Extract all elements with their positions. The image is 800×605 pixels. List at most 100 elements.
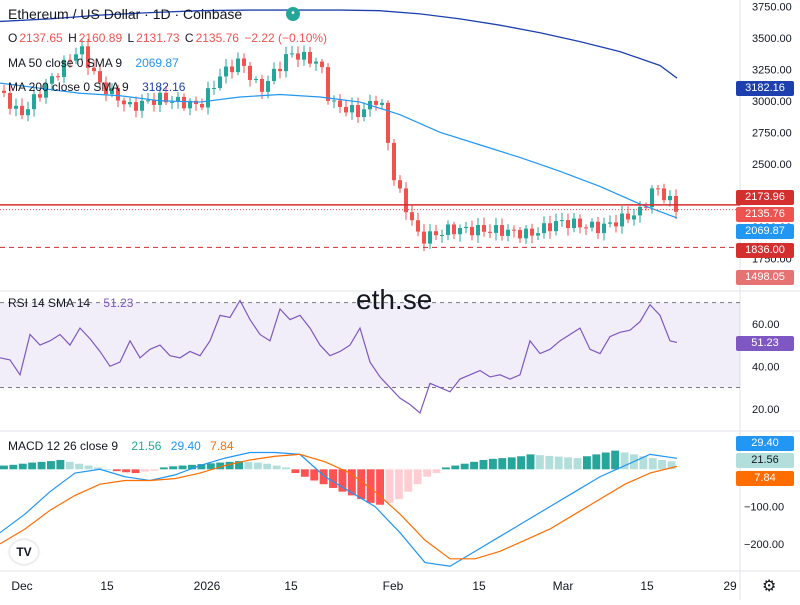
macd-histogram-bar: [47, 461, 55, 470]
info-icon[interactable]: •: [286, 7, 300, 21]
ma50-line: [0, 82, 678, 219]
candle-body: [506, 229, 510, 236]
macd-histogram-bar: [517, 456, 526, 470]
candle-body: [104, 82, 108, 95]
price-tick-label: 3250.00: [752, 64, 792, 76]
macd-histogram-bar: [460, 463, 469, 470]
price-tick-label: 2750.00: [752, 127, 792, 139]
macd-histogram-bar: [18, 463, 27, 470]
close-value: 2135.76: [195, 31, 239, 45]
candle-body: [662, 188, 666, 201]
rsi-tick-label: 60.00: [752, 319, 780, 331]
time-axis-label: 2026: [194, 579, 221, 593]
macd-histogram-bar: [0, 465, 8, 470]
chart-title: Ethereum / US Dollar · 1D · Coinbase: [8, 6, 243, 22]
candle-body: [668, 195, 672, 201]
ma200-label: MA 200 close 0 SMA 9: [8, 80, 129, 94]
candle-body: [314, 61, 318, 64]
time-axis-label: Dec: [11, 579, 32, 593]
ma50-label: MA 50 close 0 SMA 9: [8, 56, 123, 70]
macd-histogram-bar: [197, 464, 206, 470]
macd-histogram-bar: [488, 458, 497, 470]
rsi-tick-label: 20.00: [752, 404, 780, 416]
ma200-line: [0, 9, 678, 79]
candle-body: [638, 206, 642, 216]
candle-body: [452, 224, 456, 235]
macd-histogram-bar: [423, 469, 432, 477]
candle-body: [500, 225, 504, 236]
candle-body: [470, 226, 474, 236]
candle-body: [182, 96, 186, 109]
candle-body: [362, 109, 366, 118]
rsi-legend[interactable]: RSI 14 SMA 14 51.23: [8, 296, 135, 310]
macd-histogram-bar: [28, 462, 37, 470]
time-axis-label: 29: [723, 579, 737, 593]
candle-body: [512, 229, 516, 231]
candle-body: [446, 224, 450, 235]
macd-histogram-bar: [75, 463, 84, 470]
candle-body: [152, 100, 156, 105]
close-label: C: [184, 31, 194, 45]
candle-body: [398, 180, 402, 189]
candle-body: [200, 103, 204, 108]
candle-body: [272, 68, 276, 82]
candle-body: [8, 92, 12, 109]
macd-histogram-bar: [244, 461, 253, 470]
candle-body: [212, 87, 216, 89]
candle-body: [494, 225, 498, 233]
macd-histogram-bar: [441, 467, 450, 470]
candle-body: [146, 100, 150, 102]
macd-histogram-bar: [131, 469, 140, 474]
candle-body: [626, 213, 630, 220]
ma200-legend[interactable]: MA 200 close 0 SMA 9 3182.16: [8, 80, 187, 94]
candle-body: [434, 231, 438, 236]
ma50-legend[interactable]: MA 50 close 0 SMA 9 2069.87: [8, 56, 181, 70]
candle-body: [86, 46, 90, 68]
candle-body: [602, 223, 606, 234]
candle-body: [254, 79, 258, 81]
candle-body: [218, 76, 222, 88]
macd-histogram-bar: [498, 458, 507, 470]
candle-body: [248, 65, 252, 80]
macd-signal-value: 7.84: [210, 439, 234, 453]
macd-histogram-bar: [122, 469, 131, 473]
macd-histogram-bar: [404, 469, 413, 492]
macd-histogram-bar: [451, 465, 460, 470]
settings-gear-icon[interactable]: ⚙: [762, 578, 777, 595]
macd-histogram-bar: [432, 469, 441, 474]
candle-body: [50, 76, 54, 84]
macd-hist-pill: 21.56: [736, 453, 794, 468]
candle-body: [224, 66, 228, 77]
ma200-price-pill: 3182.16: [736, 81, 794, 96]
macd-histogram-bar: [592, 454, 601, 470]
candle-body: [350, 105, 354, 113]
candle-body: [68, 59, 72, 61]
macd-histogram-bar: [413, 469, 422, 485]
time-axis-label: 15: [472, 579, 486, 593]
candle-body: [530, 228, 534, 236]
candle-body: [110, 88, 114, 95]
candle-body: [290, 53, 294, 55]
macd-histogram-bar: [112, 469, 121, 472]
macd-histogram-bar: [376, 469, 385, 505]
candle-body: [164, 92, 168, 103]
candle-body: [536, 233, 540, 236]
macd-histogram-bar: [564, 457, 573, 470]
candle-body: [98, 71, 102, 83]
macd-histogram-bar: [225, 461, 234, 470]
tradingview-logo[interactable]: TV: [10, 540, 38, 564]
macd-legend[interactable]: MACD 12 26 close 9 21.56 29.40 7.84: [8, 439, 236, 453]
candle-body: [374, 100, 378, 105]
open-label: O: [8, 31, 18, 45]
macd-histogram-bar: [639, 456, 648, 470]
macd-histogram-bar: [300, 469, 309, 477]
macd-histogram-bar: [507, 457, 516, 470]
candle-body: [266, 81, 270, 92]
macd-histogram-bar: [272, 465, 281, 470]
time-axis-label: 15: [284, 579, 298, 593]
macd-histogram-bar: [470, 461, 479, 470]
candle-body: [338, 100, 342, 107]
candle-body: [566, 220, 570, 229]
